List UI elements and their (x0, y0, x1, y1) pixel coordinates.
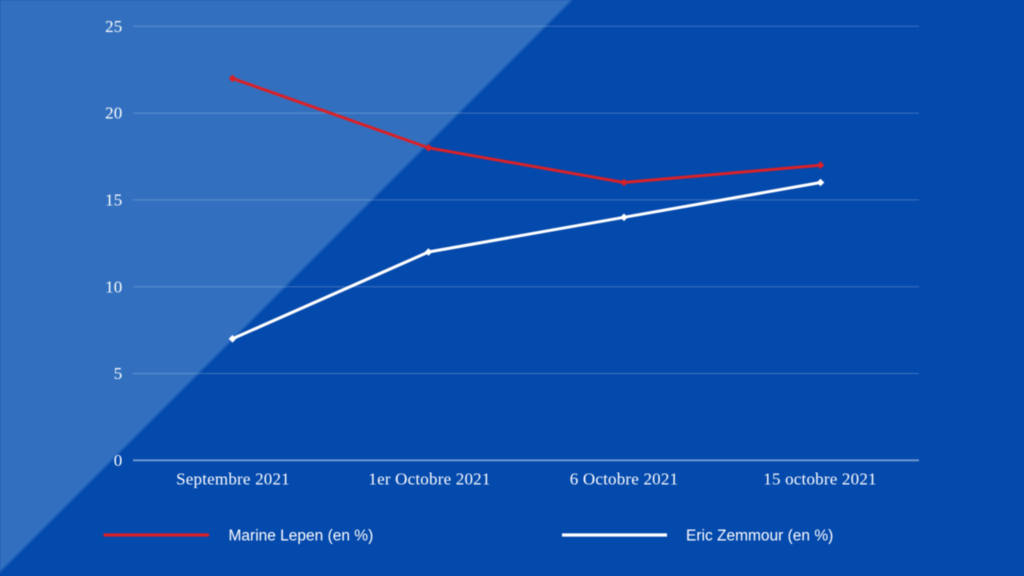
svg-text:Septembre 2021: Septembre 2021 (176, 469, 290, 488)
svg-text:6 Octobre 2021: 6 Octobre 2021 (570, 469, 679, 488)
svg-text:5: 5 (114, 364, 123, 383)
svg-text:Marine Lepen (en %): Marine Lepen (en %) (229, 528, 374, 545)
svg-text:Eric Zemmour (en %): Eric Zemmour (en %) (686, 528, 833, 545)
svg-text:1er Octobre 2021: 1er Octobre 2021 (368, 469, 490, 488)
svg-text:15: 15 (105, 191, 122, 210)
svg-text:25: 25 (105, 17, 122, 36)
svg-text:0: 0 (114, 451, 123, 470)
svg-text:20: 20 (105, 104, 122, 123)
svg-text:15 octobre 2021: 15 octobre 2021 (763, 469, 876, 488)
svg-text:10: 10 (105, 277, 122, 296)
